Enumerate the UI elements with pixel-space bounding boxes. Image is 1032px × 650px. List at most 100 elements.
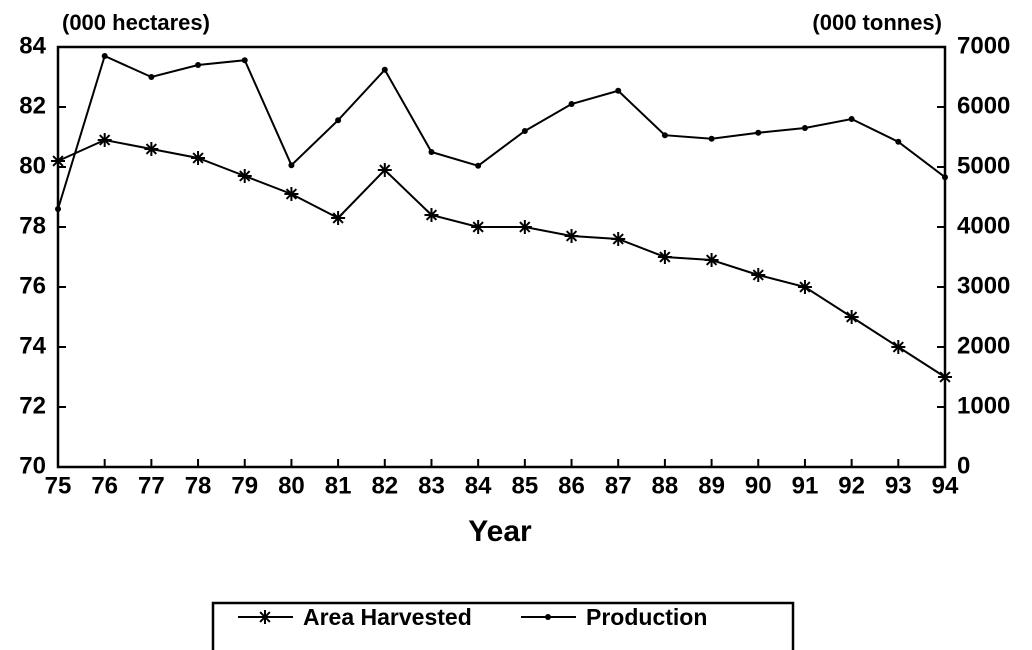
x-tick-label: 77 [138,472,165,499]
asterisk-marker [284,187,299,201]
x-tick-label: 82 [371,472,398,499]
x-tick-label: 88 [652,472,679,499]
dot-marker [848,116,855,122]
x-axis-label: Year [468,515,532,548]
dot-marker [615,87,622,94]
marker-stroke [846,311,858,323]
x-tick-label: 89 [698,472,725,499]
dot-marker [241,57,248,64]
y2-axis-label: (000 tonnes) [812,10,942,35]
asterisk-marker [424,208,439,222]
y-axis-label: (000 hectares) [62,10,210,35]
asterisk-marker [258,610,272,624]
dot-marker [661,132,668,139]
y-tick-label: 78 [19,212,46,239]
legend-box [211,601,795,650]
x-tick-label: 83 [418,472,445,499]
y-tick-label: 70 [19,452,46,479]
x-tick-label: 94 [932,472,959,499]
x-tick-label: 93 [885,472,912,499]
marker-stroke [659,251,671,263]
y2-tick-label: 6000 [957,92,1010,119]
marker-stroke [332,212,344,224]
y2-tick-label: 4000 [957,212,1010,239]
marker-stroke [425,209,438,221]
dot-marker [55,206,61,212]
x-tick-label: 84 [465,472,492,499]
dot-marker [801,125,808,131]
marker-stroke [285,188,298,200]
y2-tick-label: 1000 [957,392,1010,419]
asterisk-marker [751,268,766,282]
x-tick-label: 81 [325,472,352,499]
asterisk-marker [797,280,812,294]
dot-marker [708,135,715,142]
y-tick-label: 72 [19,392,46,419]
marker-stroke [259,611,271,623]
dot-marker [381,66,388,73]
dot-marker [195,62,202,68]
asterisk-marker [611,232,626,246]
dot-marker [148,74,155,80]
asterisk-marker [844,310,859,324]
asterisk-marker [191,151,206,165]
series-line [57,54,946,210]
x-tick-label: 87 [605,472,632,499]
dot-marker [942,174,948,181]
y-tick-label: 76 [19,272,46,299]
marker-stroke [752,269,764,281]
marker-stroke [939,371,951,383]
y2-tick-label: 0 [957,452,970,479]
asterisk-marker [891,340,906,354]
asterisk-marker [471,220,486,234]
y-tick-label: 74 [19,332,46,359]
dot-marker [428,149,435,155]
marker-stroke [472,221,484,233]
asterisk-marker [51,154,65,168]
x-tick-label: 78 [185,472,212,499]
y-tick-label: 80 [19,152,46,179]
y2-tick-label: 3000 [957,272,1010,299]
dot-marker [568,101,575,107]
dot-marker [521,128,528,134]
dot-marker [288,162,295,169]
asterisk-marker [517,220,532,234]
marker-stroke [799,281,811,293]
y-tick-label: 84 [19,32,46,59]
x-tick-label: 92 [838,472,865,499]
dot-marker [755,129,762,136]
plot-frame [56,45,947,469]
asterisk-marker [657,250,672,264]
x-tick-label: 90 [745,472,772,499]
x-tick-label: 80 [278,472,305,499]
y2-tick-label: 2000 [957,332,1010,359]
dot-marker [475,162,482,169]
x-tick-label: 76 [91,472,118,499]
asterisk-marker [704,253,719,267]
asterisk-marker [331,211,346,225]
x-tick-label: 91 [792,472,819,499]
marker-stroke [612,233,624,245]
legend-label: Production [586,604,707,630]
asterisk-marker [144,142,159,156]
x-tick-label: 79 [231,472,258,499]
asterisk-marker [237,169,252,183]
x-tick-label: 86 [558,472,585,499]
x-tick-label: 75 [45,472,72,499]
x-tick-label: 85 [511,472,538,499]
y2-tick-label: 5000 [957,152,1010,179]
marker-stroke [379,164,391,176]
marker-stroke [99,134,111,146]
legend-label: Area Harvested [303,604,472,630]
dot-marker [335,117,342,124]
marker-stroke [52,155,64,167]
marker-stroke [565,230,578,242]
asterisk-marker [938,370,952,384]
asterisk-marker [97,133,112,147]
marker-stroke [145,143,157,155]
y-tick-label: 82 [19,92,46,119]
marker-stroke [705,254,718,266]
series-line [57,138,946,378]
marker-stroke [239,170,251,182]
